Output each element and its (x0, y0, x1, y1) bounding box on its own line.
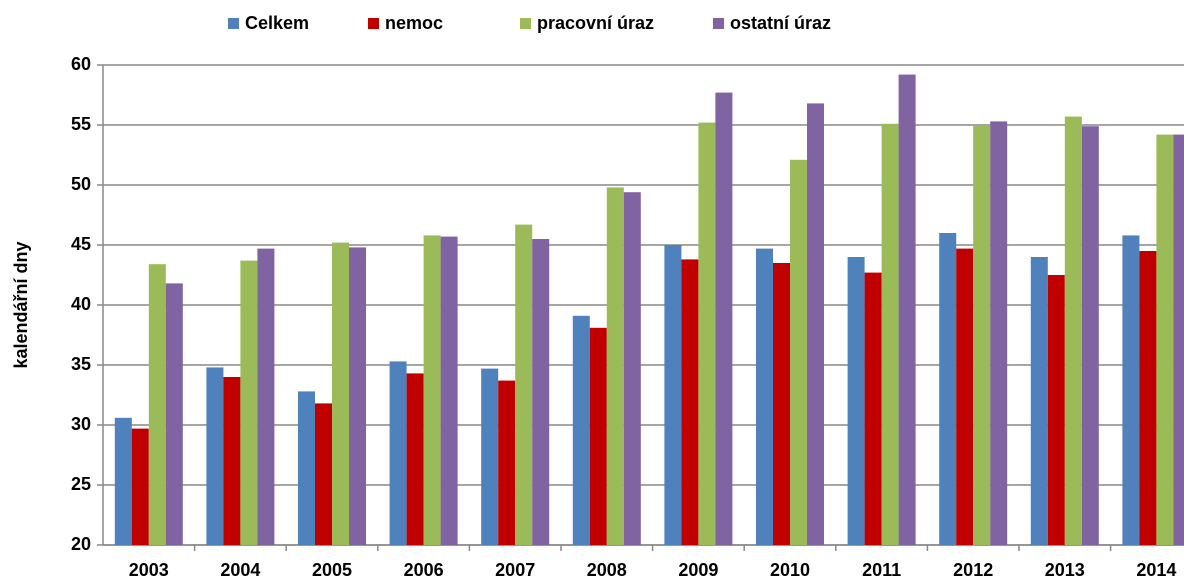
bar (898, 74, 916, 545)
x-tick-label: 2005 (312, 560, 352, 580)
bar (315, 403, 332, 545)
bar (807, 103, 824, 546)
bar (1081, 126, 1099, 545)
bar (881, 123, 899, 546)
bar (1122, 235, 1140, 545)
bar (623, 192, 641, 545)
bar (1156, 134, 1174, 545)
bar (298, 391, 315, 545)
bar (990, 121, 1008, 546)
bar (864, 272, 882, 545)
bar (332, 242, 349, 545)
bar (481, 368, 499, 545)
x-tick-label: 2013 (1045, 560, 1085, 580)
bar (606, 187, 624, 545)
x-tick-label: 2009 (678, 560, 718, 580)
bar (206, 367, 224, 545)
bar (423, 235, 441, 545)
x-tick-label: 2010 (770, 560, 810, 580)
bar (440, 236, 458, 545)
x-tick-label: 2004 (220, 560, 260, 580)
y-axis-label: kalendářní dny (11, 241, 31, 368)
x-tick-label: 2014 (1136, 560, 1176, 580)
bar (790, 159, 807, 546)
bar (773, 263, 790, 545)
legend-swatch (713, 18, 724, 29)
bar (847, 257, 865, 545)
y-tick-label: 30 (71, 414, 91, 434)
bar (257, 248, 275, 545)
y-tick-label: 50 (71, 174, 91, 194)
bar (572, 315, 590, 545)
bar (532, 239, 550, 545)
bar (389, 361, 407, 545)
legend-label: Celkem (245, 13, 309, 33)
legend-swatch (368, 18, 379, 29)
legend-swatch (228, 18, 239, 29)
bar (715, 92, 733, 545)
y-tick-label: 60 (71, 54, 91, 74)
bar (698, 122, 716, 545)
bar (349, 247, 366, 545)
bar (1064, 116, 1082, 545)
y-tick-label: 20 (71, 534, 91, 554)
bar (1047, 275, 1065, 545)
bar (223, 377, 241, 545)
bar (973, 125, 991, 545)
bar (240, 260, 258, 545)
y-tick-label: 35 (71, 354, 91, 374)
x-tick-label: 2012 (953, 560, 993, 580)
bar (1139, 251, 1157, 545)
bar (515, 224, 533, 545)
bar (1173, 134, 1184, 545)
bar (939, 233, 957, 545)
y-tick-label: 25 (71, 474, 91, 494)
bar (131, 428, 149, 545)
x-tick-label: 2007 (495, 560, 535, 580)
bar (148, 264, 166, 545)
bar (681, 259, 699, 545)
x-tick-label: 2008 (587, 560, 627, 580)
x-tick-label: 2011 (862, 560, 901, 580)
y-tick-label: 55 (71, 114, 91, 134)
bar (406, 373, 424, 545)
y-tick-label: 45 (71, 234, 91, 254)
y-tick-label: 40 (71, 294, 91, 314)
bar (956, 248, 974, 545)
legend-label: ostatní úraz (730, 13, 831, 33)
bar (589, 327, 607, 545)
bar (165, 283, 183, 545)
bar (498, 380, 516, 545)
legend-label: pracovní úraz (537, 13, 654, 33)
bar (664, 245, 682, 545)
legend-label: nemoc (385, 13, 443, 33)
bar (1030, 257, 1048, 545)
x-tick-label: 2006 (404, 560, 444, 580)
x-tick-label: 2003 (129, 560, 169, 580)
bar (756, 248, 773, 545)
bar (114, 417, 132, 545)
legend-swatch (520, 18, 531, 29)
